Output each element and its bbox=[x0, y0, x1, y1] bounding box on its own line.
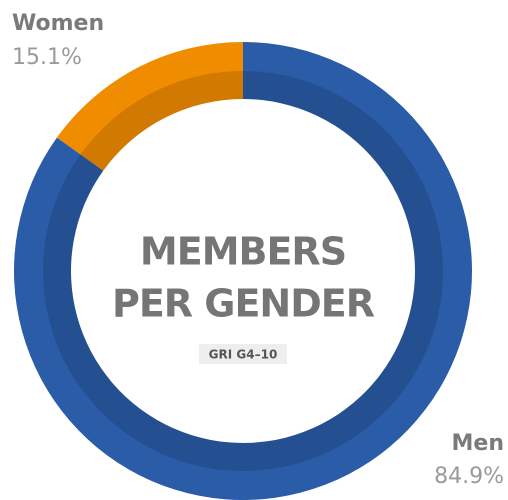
ring-shade bbox=[43, 71, 443, 471]
chart-title-line: PER GENDER bbox=[112, 282, 375, 326]
donut bbox=[14, 42, 473, 500]
legend-label: Men bbox=[452, 431, 504, 456]
value-label: 15.1% bbox=[12, 45, 82, 70]
donut-segment bbox=[56, 42, 243, 171]
chart-title-line: MEMBERS bbox=[140, 230, 346, 274]
badge-background bbox=[199, 344, 287, 364]
chart-subtitle: GRI G4–10 bbox=[209, 348, 278, 362]
value-label: 84.9% bbox=[434, 464, 504, 489]
legend-label: Women bbox=[12, 11, 104, 36]
